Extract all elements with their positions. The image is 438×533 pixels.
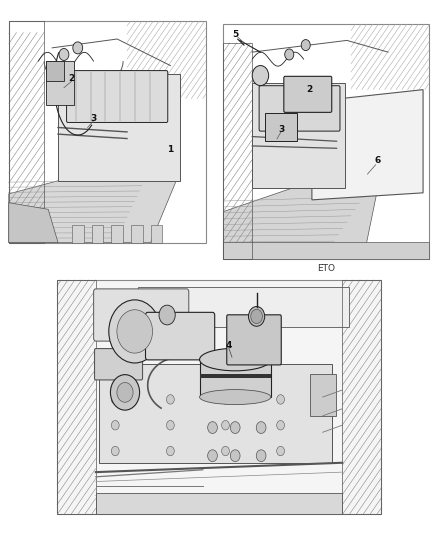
Bar (151, 225, 162, 243)
Circle shape (252, 66, 268, 86)
Bar (265, 113, 297, 141)
Bar (223, 242, 429, 259)
Bar (310, 374, 336, 416)
FancyBboxPatch shape (284, 76, 332, 112)
Polygon shape (223, 176, 378, 259)
Bar (131, 225, 143, 243)
Circle shape (111, 446, 119, 456)
Circle shape (222, 395, 230, 404)
Polygon shape (9, 203, 58, 243)
Text: 6: 6 (374, 156, 381, 165)
Bar (57, 280, 381, 514)
Circle shape (47, 64, 57, 76)
Circle shape (166, 421, 174, 430)
Circle shape (222, 421, 230, 430)
Polygon shape (9, 165, 176, 243)
Bar (57, 280, 96, 514)
Circle shape (59, 49, 69, 60)
Circle shape (230, 422, 240, 433)
FancyBboxPatch shape (145, 312, 215, 360)
Circle shape (285, 49, 294, 60)
Circle shape (277, 446, 284, 456)
Circle shape (159, 305, 175, 325)
Text: 2: 2 (69, 74, 75, 83)
FancyBboxPatch shape (138, 287, 349, 327)
FancyBboxPatch shape (259, 86, 340, 131)
FancyBboxPatch shape (252, 83, 345, 188)
Circle shape (73, 42, 83, 54)
Text: 4: 4 (226, 341, 232, 350)
Circle shape (277, 395, 284, 404)
Circle shape (117, 383, 133, 402)
Text: 3: 3 (278, 125, 284, 134)
Circle shape (208, 422, 217, 433)
FancyBboxPatch shape (67, 70, 168, 123)
FancyBboxPatch shape (58, 75, 180, 181)
FancyBboxPatch shape (227, 315, 281, 365)
Circle shape (166, 395, 174, 404)
Bar (46, 61, 74, 106)
Bar (200, 360, 271, 397)
Circle shape (301, 39, 310, 51)
FancyBboxPatch shape (94, 289, 189, 341)
Text: 1: 1 (167, 145, 173, 154)
Circle shape (117, 310, 152, 353)
Circle shape (166, 446, 174, 456)
Text: 5: 5 (233, 30, 239, 39)
Bar (342, 280, 381, 514)
Bar (96, 493, 342, 514)
Circle shape (109, 300, 161, 363)
Text: ETO: ETO (317, 264, 336, 272)
Bar (92, 225, 103, 243)
Circle shape (222, 446, 230, 456)
Circle shape (208, 450, 217, 462)
Ellipse shape (200, 390, 271, 405)
Bar (99, 364, 332, 463)
Circle shape (110, 375, 140, 410)
Bar (200, 374, 271, 378)
Bar (111, 225, 123, 243)
Circle shape (230, 450, 240, 462)
Bar (72, 225, 84, 243)
Circle shape (111, 421, 119, 430)
Circle shape (277, 421, 284, 430)
Circle shape (256, 422, 266, 433)
Circle shape (256, 450, 266, 462)
Bar (9, 21, 206, 243)
Text: 3: 3 (90, 114, 97, 123)
Bar (223, 24, 429, 259)
Text: 2: 2 (307, 85, 313, 94)
Circle shape (111, 395, 119, 404)
FancyBboxPatch shape (95, 349, 142, 380)
Bar (223, 43, 252, 259)
Bar (9, 21, 44, 243)
Polygon shape (312, 90, 423, 200)
Circle shape (248, 306, 265, 326)
Ellipse shape (200, 348, 271, 371)
Circle shape (251, 309, 262, 324)
Bar (46, 61, 64, 81)
